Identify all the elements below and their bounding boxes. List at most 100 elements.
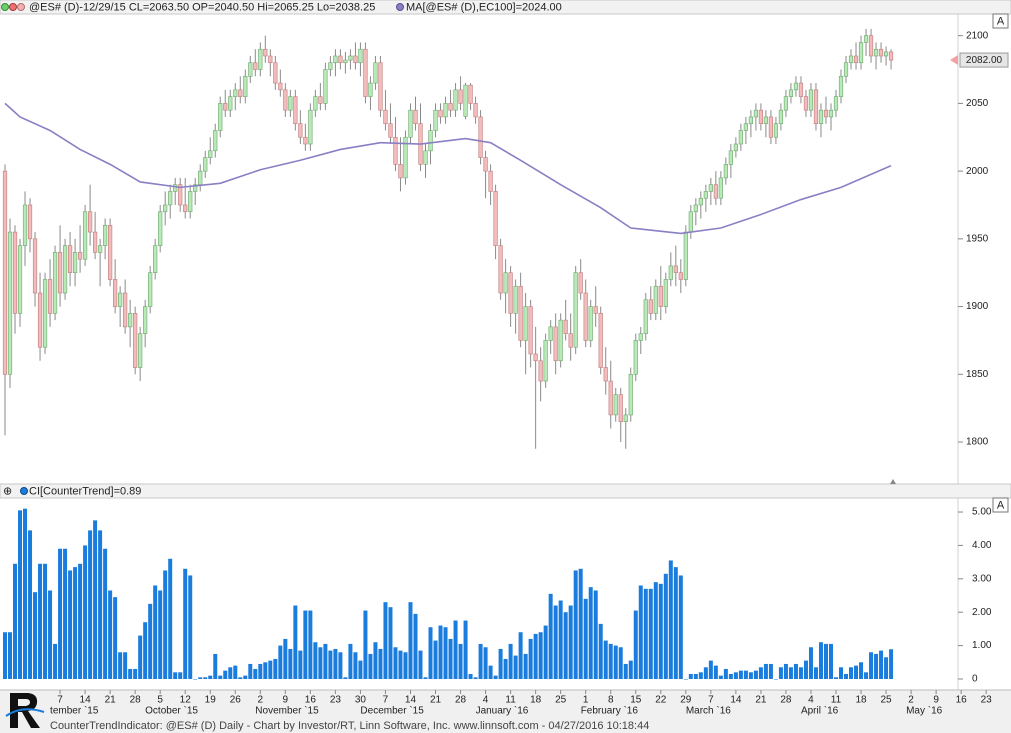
candle-body (37, 292, 43, 348)
bar (403, 652, 408, 679)
candle-body (383, 109, 388, 125)
bar (298, 650, 303, 679)
candle-body (743, 123, 748, 131)
bar (313, 642, 318, 679)
bar (628, 660, 633, 679)
bar (603, 640, 608, 679)
candle-body (528, 306, 533, 355)
candle-body (623, 414, 628, 422)
month-label: November `15 (255, 705, 319, 717)
candle-body (438, 109, 443, 118)
candle-body (748, 116, 753, 125)
candle-body (808, 89, 814, 111)
bar (653, 582, 658, 679)
bar (128, 668, 133, 679)
candle-body (303, 136, 308, 145)
bar (283, 638, 288, 679)
candle-body (193, 184, 198, 192)
candle-body (618, 394, 623, 422)
candle-body (173, 184, 178, 192)
x-tick-label: 8 (608, 695, 614, 706)
candle-body (793, 82, 799, 91)
icon: ⊕ (3, 485, 12, 497)
month-label: December `15 (360, 705, 424, 717)
bar (854, 665, 859, 679)
autoscale-label[interactable]: A (997, 499, 1005, 511)
candle-body (333, 55, 338, 64)
icon (20, 487, 28, 495)
bar (879, 650, 884, 679)
bar (73, 567, 78, 679)
logo (5, 693, 45, 728)
candle-body (718, 177, 723, 199)
bar (203, 677, 208, 679)
bar (643, 588, 648, 679)
bar (123, 652, 128, 679)
autoscale-button[interactable] (992, 497, 1009, 513)
x-tick-label: 9 (933, 695, 939, 706)
bar (28, 530, 33, 679)
x-tick-label: 2 (908, 695, 914, 706)
candle-body (328, 62, 333, 70)
candle-body (313, 96, 318, 111)
bar (368, 653, 373, 679)
candle-body (233, 89, 238, 97)
bar (13, 563, 18, 679)
candle-body (67, 245, 73, 274)
candle-body (848, 55, 854, 64)
last-price-label: 2082.00 (966, 55, 1003, 66)
icon (396, 3, 404, 11)
bar (558, 600, 563, 679)
x-tick-label: 23 (981, 695, 993, 706)
bar (228, 667, 233, 679)
candle-body (773, 123, 779, 138)
x-tick-label: 4 (808, 695, 814, 706)
bar (383, 602, 388, 679)
bar (633, 610, 638, 679)
bar (463, 620, 468, 679)
bar (93, 520, 98, 679)
month-label: tember `15 (50, 705, 99, 717)
candle-body (428, 130, 433, 152)
candle-body (278, 82, 283, 91)
bar (323, 643, 328, 679)
bar (438, 625, 443, 679)
bar (508, 643, 513, 679)
candle-body (183, 204, 188, 213)
bar (808, 647, 813, 679)
bar (133, 668, 138, 679)
candle-body (738, 130, 743, 145)
x-tick-label: 2 (258, 695, 264, 706)
candle-body (348, 55, 353, 61)
candle-body (488, 170, 493, 192)
bar (23, 508, 28, 679)
autoscale-label[interactable]: A (997, 15, 1005, 27)
bar (869, 652, 874, 679)
bar (328, 650, 333, 679)
bar (613, 645, 618, 679)
bar (758, 667, 763, 679)
bar (678, 575, 683, 679)
bar (53, 643, 58, 679)
bar (98, 530, 103, 679)
candle-body (363, 48, 368, 97)
bar (663, 573, 668, 679)
candle-body (753, 109, 758, 118)
x-tick-label: 21 (755, 695, 767, 706)
candle-body (288, 96, 293, 111)
bar (889, 649, 894, 679)
candle-body (463, 84, 468, 117)
candle-body (238, 89, 243, 97)
candle-body (843, 62, 849, 77)
bar (163, 570, 168, 679)
bar (568, 605, 573, 679)
autoscale-button[interactable] (992, 13, 1009, 29)
candle-body (538, 360, 543, 382)
footer-area (0, 690, 1011, 733)
candle-body (42, 279, 48, 348)
bar (278, 645, 283, 679)
bar (518, 632, 523, 679)
candle-body (778, 109, 784, 125)
price-title: @ES# (D)-12/29/15 CL=2063.50 OP=2040.50 … (29, 1, 375, 13)
candle-body (473, 103, 478, 118)
